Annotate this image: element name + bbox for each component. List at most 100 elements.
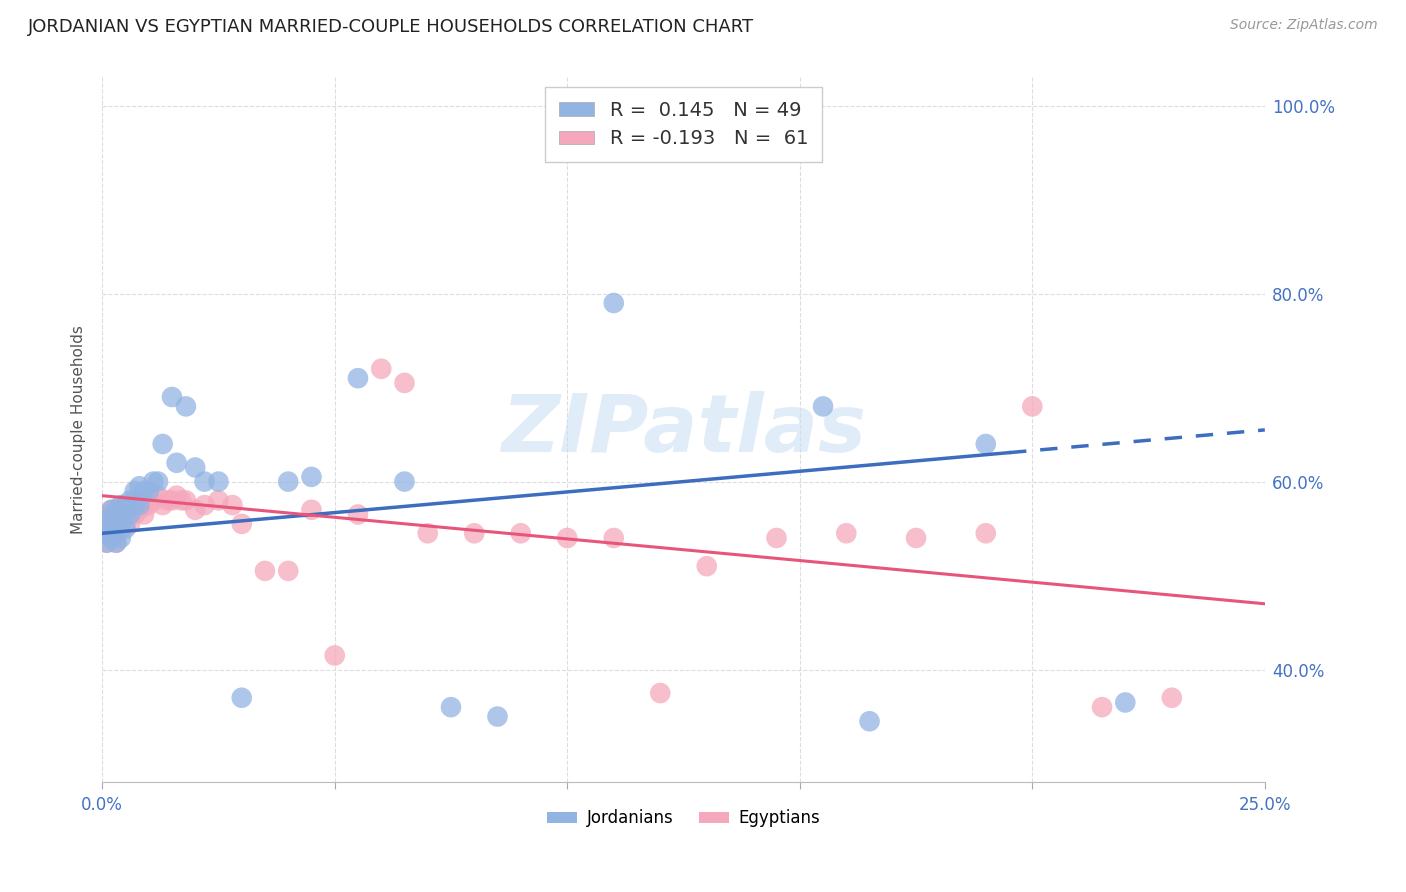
Point [110, 503, 132, 517]
Text: Source: ZipAtlas.com: Source: ZipAtlas.com [1230, 18, 1378, 32]
Y-axis label: Married-couple Households: Married-couple Households [72, 326, 86, 534]
Point [905, 531, 928, 545]
Point [105, 526, 128, 541]
Point [394, 475, 416, 489]
Point [105, 516, 128, 531]
Point [835, 526, 858, 541]
Point [1160, 690, 1182, 705]
Point [152, 498, 174, 512]
Point [110, 516, 132, 531]
Point [650, 686, 672, 700]
Point [152, 437, 174, 451]
Point [811, 400, 834, 414]
Point [114, 498, 136, 512]
Point [301, 503, 323, 517]
Point [370, 361, 392, 376]
Point [124, 483, 146, 498]
Point [486, 709, 509, 723]
Point [105, 535, 128, 549]
Point [156, 493, 179, 508]
Point [105, 535, 128, 549]
Point [1091, 700, 1114, 714]
Point [974, 437, 997, 451]
Point [765, 531, 787, 545]
Point [100, 503, 122, 517]
Point [231, 690, 253, 705]
Point [100, 503, 122, 517]
Point [146, 489, 169, 503]
Point [110, 522, 132, 536]
Point [277, 475, 299, 489]
Point [193, 475, 215, 489]
Point [128, 503, 150, 517]
Point [207, 493, 229, 508]
Point [146, 475, 169, 489]
Point [110, 508, 132, 522]
Point [1021, 400, 1043, 414]
Point [277, 564, 299, 578]
Point [858, 714, 880, 729]
Point [120, 493, 142, 508]
Point [124, 498, 146, 512]
Point [96, 535, 118, 549]
Point [132, 483, 155, 498]
Point [160, 493, 183, 508]
Point [96, 516, 118, 531]
Point [603, 296, 626, 310]
Point [114, 508, 136, 522]
Point [416, 526, 439, 541]
Point [110, 512, 132, 526]
Point [1114, 696, 1136, 710]
Point [174, 493, 197, 508]
Point [323, 648, 346, 663]
Point [603, 531, 626, 545]
Point [128, 498, 150, 512]
Point [347, 508, 370, 522]
Point [100, 512, 122, 526]
Point [170, 493, 193, 508]
Point [105, 516, 128, 531]
Point [96, 526, 118, 541]
Text: JORDANIAN VS EGYPTIAN MARRIED-COUPLE HOUSEHOLDS CORRELATION CHART: JORDANIAN VS EGYPTIAN MARRIED-COUPLE HOU… [28, 18, 754, 36]
Point [120, 516, 142, 531]
Point [132, 498, 155, 512]
Point [96, 512, 118, 526]
Point [120, 508, 142, 522]
Point [174, 400, 197, 414]
Point [110, 531, 132, 545]
Point [160, 390, 183, 404]
Point [440, 700, 463, 714]
Point [114, 498, 136, 512]
Point [142, 475, 165, 489]
Point [138, 498, 160, 512]
Point [166, 489, 188, 503]
Point [347, 371, 370, 385]
Point [184, 503, 207, 517]
Point [124, 508, 146, 522]
Point [105, 503, 128, 517]
Point [96, 535, 118, 549]
Point [105, 526, 128, 541]
Point [128, 479, 150, 493]
Point [555, 531, 578, 545]
Point [96, 526, 118, 541]
Point [100, 522, 122, 536]
Point [120, 508, 142, 522]
Point [114, 508, 136, 522]
Point [96, 522, 118, 536]
Text: ZIPatlas: ZIPatlas [501, 391, 866, 469]
Point [301, 470, 323, 484]
Point [132, 508, 155, 522]
Point [142, 493, 165, 508]
Point [138, 483, 160, 498]
Point [253, 564, 276, 578]
Point [166, 456, 188, 470]
Point [509, 526, 531, 541]
Point [128, 493, 150, 508]
Point [394, 376, 416, 390]
Point [100, 531, 122, 545]
Point [100, 531, 122, 545]
Point [105, 508, 128, 522]
Point [105, 508, 128, 522]
Point [100, 522, 122, 536]
